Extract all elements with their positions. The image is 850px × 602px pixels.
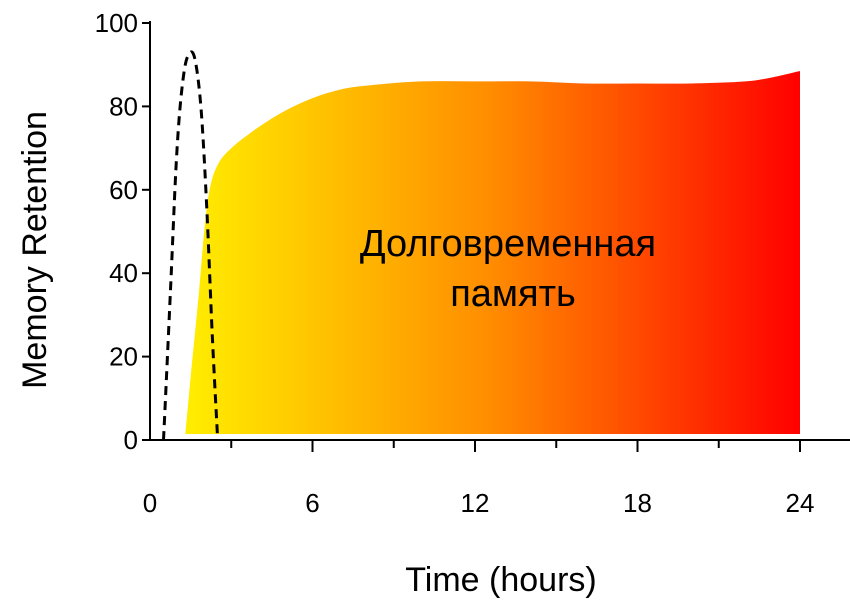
y-tick-label: 20 (109, 342, 138, 372)
y-tick-label: 80 (109, 91, 138, 121)
y-tick-label: 60 (109, 175, 138, 205)
y-tick-label: 0 (124, 425, 138, 455)
x-tick-label: 18 (623, 488, 652, 518)
y-tick-label: 40 (109, 258, 138, 288)
short-term-memory-line (162, 50, 220, 441)
annotation-line-2: память (450, 273, 576, 315)
long-term-memory-area (185, 71, 800, 436)
y-tick-label: 100 (95, 8, 138, 38)
y-axis-label: Memory Retention (16, 111, 54, 389)
annotation-line-1: Долговременная (360, 223, 656, 265)
x-tick-label: 12 (461, 488, 490, 518)
x-tick-label: 6 (305, 488, 319, 518)
x-axis-label: Time (hours) (405, 561, 596, 599)
x-tick-label: 24 (786, 488, 815, 518)
x-tick-label: 0 (143, 488, 157, 518)
